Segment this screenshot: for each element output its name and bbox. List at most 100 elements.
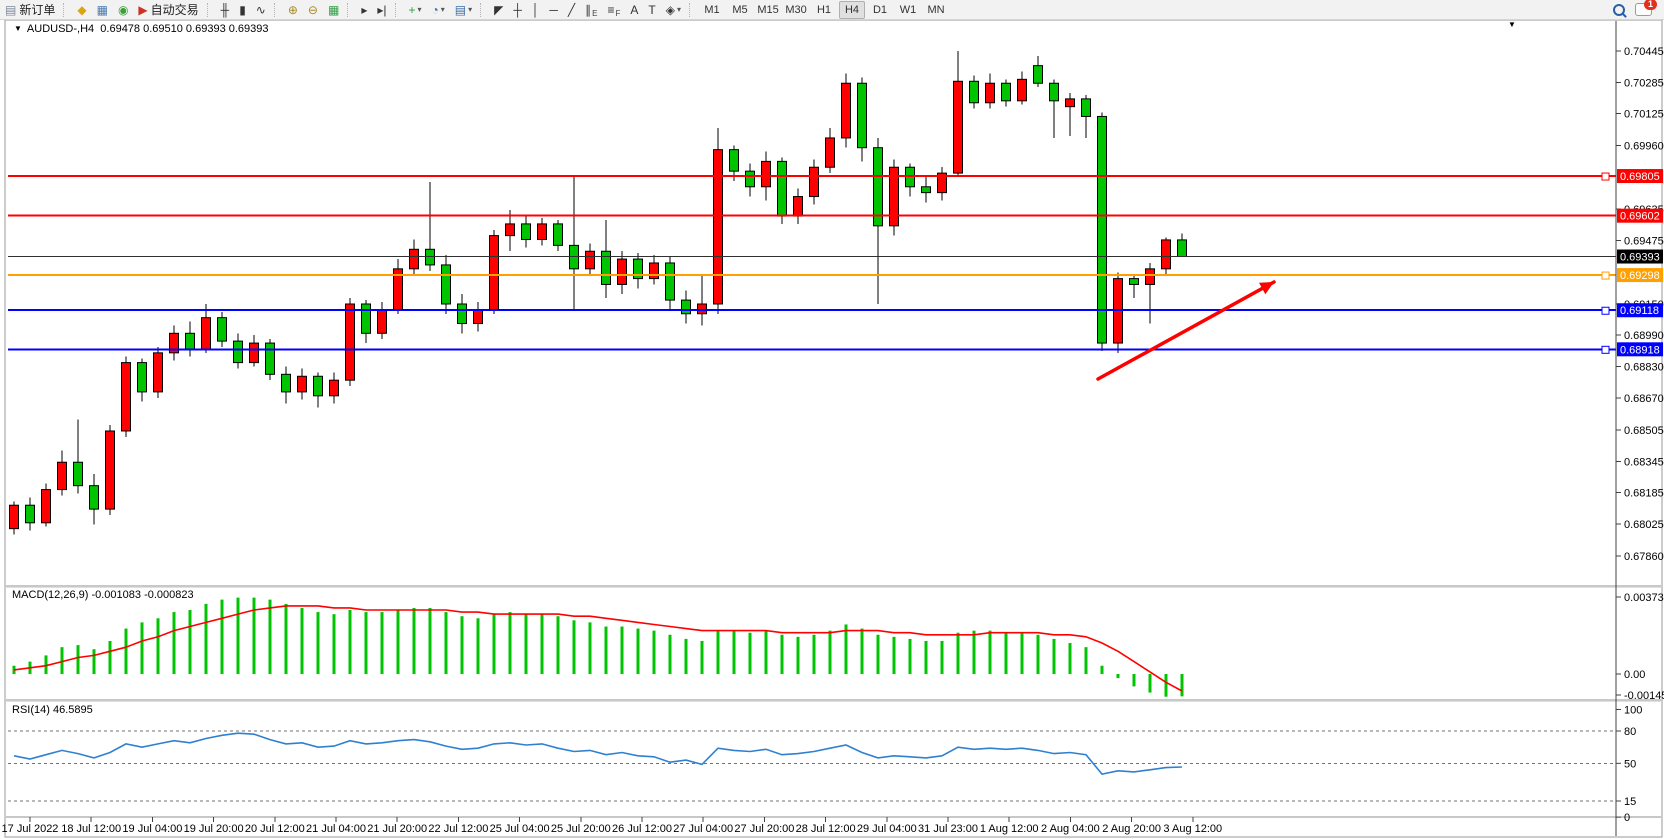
ohlc-bars-button[interactable]: ╫ <box>217 1 234 19</box>
chart-menu-icon[interactable]: ▼ <box>1508 20 1516 29</box>
date-axis-label: 2 Aug 04:00 <box>1041 823 1100 835</box>
candle-up <box>761 160 771 188</box>
search-button[interactable] <box>1609 1 1629 19</box>
price-tag-text: 0.69298 <box>1620 270 1660 282</box>
dropdown-arrow-icon[interactable]: ▾ <box>440 5 445 14</box>
auto-scroll-button[interactable]: ▸ <box>357 1 371 19</box>
chart-window-border <box>4 19 1663 838</box>
candle-down <box>25 504 35 524</box>
timeframe-button-m30[interactable]: M30 <box>785 3 807 16</box>
tile-windows-button[interactable]: ▦ <box>324 1 343 19</box>
indicators-icon: + <box>408 2 416 17</box>
vertical-line-button[interactable]: │ <box>528 1 544 19</box>
channel-icon: ∥ <box>585 2 592 17</box>
trendline-icon: ╱ <box>567 2 576 17</box>
icon-sub-letter: F <box>615 8 621 18</box>
date-axis-label: 19 Jul 20:00 <box>184 823 244 835</box>
line-handle-marker[interactable] <box>1601 271 1610 280</box>
candle-up <box>825 137 835 168</box>
navigator-button[interactable]: ◉ <box>114 1 132 19</box>
notifications-button[interactable]: 1 <box>1631 0 1657 19</box>
fibonacci-button[interactable]: ≡ F <box>604 1 625 19</box>
candle-down <box>185 332 195 350</box>
zoom-out-icon: ⊖ <box>307 2 318 17</box>
shapes-button[interactable]: ◈ ▾ <box>662 1 685 19</box>
symbol-period-label[interactable]: ▼ AUDUSD-,H4 0.69478 0.69510 0.69393 0.69… <box>14 23 269 35</box>
candle-down <box>361 303 371 334</box>
timeframe-button-d1[interactable]: D1 <box>872 3 888 16</box>
templates-button[interactable]: ▤ ▾ <box>451 1 476 19</box>
zoom-in-icon: ⊕ <box>287 2 298 17</box>
candle-down <box>89 485 99 510</box>
navigator-icon: ◉ <box>117 2 129 17</box>
line-handle-marker[interactable] <box>1601 172 1610 181</box>
timeframe-button-m1[interactable]: M1 <box>704 3 720 16</box>
text-button[interactable]: A <box>626 1 642 19</box>
dropdown-arrow-icon[interactable]: ▾ <box>468 5 473 14</box>
price-tag-text: 0.69118 <box>1620 305 1659 317</box>
rsi-line <box>13 732 1183 775</box>
zoom-out-button[interactable]: ⊖ <box>304 1 322 19</box>
chart-shift-button[interactable]: ▸| <box>373 1 390 19</box>
candle-down <box>569 244 579 270</box>
market-watch-icon: ◆ <box>77 2 87 17</box>
indicators-button[interactable]: + ▾ <box>405 1 426 19</box>
toolbar-separator <box>273 2 280 17</box>
timeframe-button-m15[interactable]: M15 <box>757 3 779 16</box>
cursor-button[interactable]: ◤ <box>490 1 507 19</box>
candle-up <box>329 379 339 397</box>
timeframe-button-m5[interactable]: M5 <box>732 3 748 16</box>
line-chart-button[interactable]: ∿ <box>252 1 270 19</box>
channel-button[interactable]: ∥ E <box>581 1 601 19</box>
timeframe-button-h4[interactable]: H4 <box>839 0 866 19</box>
candle-down <box>425 248 435 266</box>
dropdown-arrow-icon[interactable]: ▾ <box>417 5 422 14</box>
candle-up <box>617 258 627 285</box>
candle-down <box>681 299 691 315</box>
fibonacci-icon: ≡ <box>607 2 615 17</box>
chat-bubble-icon: 1 <box>1635 0 1657 16</box>
dropdown-arrow-icon[interactable]: ▾ <box>677 5 682 14</box>
ohlc-readout: 0.69478 0.69510 0.69393 0.69393 <box>100 23 269 35</box>
date-axis-label: 20 Jul 12:00 <box>245 823 305 835</box>
new-order-button[interactable]: ▤ 新订单 <box>1 1 59 19</box>
symbol-period-text: AUDUSD-,H4 <box>26 23 95 35</box>
trend-arrow-annotation[interactable] <box>1096 280 1276 381</box>
candle-up <box>1017 78 1027 102</box>
date-axis-label: 28 Jul 12:00 <box>796 823 856 835</box>
periods-icon: ◔ <box>431 2 439 17</box>
zoom-in-button[interactable]: ⊕ <box>284 1 302 19</box>
candle-down <box>521 223 531 241</box>
data-window-button[interactable]: ▦ <box>93 1 112 19</box>
rsi-axis-label: 50 <box>1624 758 1636 770</box>
label-button[interactable]: T <box>644 1 659 19</box>
timeframe-button-h1[interactable]: H1 <box>816 3 832 16</box>
horizontal-line-icon: ─ <box>549 2 558 17</box>
line-handle-marker[interactable] <box>1601 345 1610 354</box>
rsi-indicator-label: RSI(14) 46.5895 <box>12 704 93 716</box>
collapse-triangle-icon[interactable]: ▼ <box>14 24 22 33</box>
price-tag-text: 0.68918 <box>1620 344 1660 356</box>
rsi-axis-label: 80 <box>1624 726 1636 738</box>
autotrading-button[interactable]: ▶ 自动交易 <box>134 1 202 19</box>
timeframe-button-mn[interactable]: MN <box>927 3 945 16</box>
candle-down <box>1049 82 1059 102</box>
candlestick-button[interactable]: ▮ <box>235 1 250 19</box>
trendline-button[interactable]: ╱ <box>564 1 579 19</box>
horizontal-line-button[interactable]: ─ <box>545 1 562 19</box>
price-axis-label: 0.69475 <box>1624 235 1664 247</box>
candle-up <box>537 223 547 241</box>
price-tag-text: 0.69393 <box>1620 252 1660 264</box>
date-axis-label: 29 Jul 04:00 <box>857 823 917 835</box>
timeframe-button-w1[interactable]: W1 <box>899 3 917 16</box>
crosshair-button[interactable]: ┼ <box>509 1 526 19</box>
price-axis-label: 0.69960 <box>1624 141 1664 153</box>
line-handle-marker[interactable] <box>1601 306 1610 315</box>
crosshair-icon: ┼ <box>513 2 522 17</box>
candle-down <box>137 362 147 393</box>
market-watch-button[interactable]: ◆ <box>73 1 90 19</box>
periods-button[interactable]: ◔ ▾ <box>428 1 449 19</box>
candle-down <box>745 170 755 188</box>
candle-up <box>9 504 19 530</box>
